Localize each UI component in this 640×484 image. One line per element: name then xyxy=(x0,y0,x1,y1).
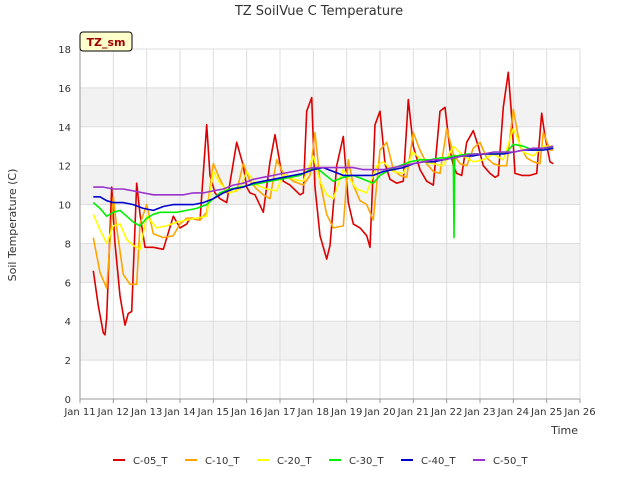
y-tick-label: 18 xyxy=(58,45,71,56)
x-tick-label: Jan 14 xyxy=(163,407,195,418)
x-tick-label: Jan 15 xyxy=(197,407,229,418)
series-line-c-20-t xyxy=(92,127,554,251)
legend-label: C-40_T xyxy=(421,456,456,467)
series-line-c-50-t xyxy=(93,145,554,196)
x-tick-label: Jan 22 xyxy=(430,407,462,418)
x-tick-label: Jan 25 xyxy=(530,407,562,418)
y-tick-label: 12 xyxy=(58,162,71,173)
plot-band xyxy=(80,360,580,399)
chart-title: TZ SoilVue C Temperature xyxy=(234,4,403,19)
x-tick-label: Jan 13 xyxy=(130,407,162,418)
legend-label: C-30_T xyxy=(349,456,384,467)
plot-band xyxy=(80,321,580,361)
y-tick-label: 2 xyxy=(65,356,71,367)
x-tick-label: Jan 21 xyxy=(397,407,429,418)
legend-label: C-05_T xyxy=(133,456,168,467)
plot-band xyxy=(80,282,580,322)
x-tick-label: Jan 17 xyxy=(263,407,295,418)
x-tick-label: Jan 24 xyxy=(497,407,529,418)
y-tick-label: 10 xyxy=(58,201,71,212)
y-axis-label: Soil Temperature (C) xyxy=(6,169,19,282)
series-lines xyxy=(92,71,554,336)
x-axis-label: Time xyxy=(550,424,578,437)
y-axis-ticks: 0 2 4 6 8 10 12 14 16 18 xyxy=(58,45,71,406)
badge-label: TZ_sm xyxy=(87,36,126,49)
plot-band xyxy=(80,87,580,127)
legend-label: C-50_T xyxy=(493,456,528,467)
series-line-c-10-t xyxy=(92,108,554,290)
x-axis-ticks: Jan 11 Jan 12 Jan 13 Jan 14 Jan 15 Jan 16 Jan … xyxy=(63,399,596,418)
x-tick-label: Jan 18 xyxy=(297,407,329,418)
y-tick-label: 4 xyxy=(65,317,71,328)
plot-band xyxy=(80,165,580,205)
y-tick-label: 14 xyxy=(58,123,71,134)
x-tick-label: Jan 19 xyxy=(330,407,362,418)
y-tick-label: 8 xyxy=(65,239,71,250)
x-tick-label: Jan 26 xyxy=(563,407,595,418)
series-line-c-30-t xyxy=(92,143,554,239)
axes xyxy=(79,49,580,400)
plot-band xyxy=(80,126,580,166)
plot-band xyxy=(80,243,580,283)
plot-band xyxy=(80,49,580,88)
badge-box xyxy=(79,31,133,52)
x-tick-label: Jan 11 xyxy=(63,407,95,418)
x-tick-label: Jan 16 xyxy=(230,407,262,418)
legend-label: C-10_T xyxy=(205,456,240,467)
x-tick-label: Jan 12 xyxy=(97,407,129,418)
y-tick-label: 0 xyxy=(65,395,71,406)
y-tick-label: 16 xyxy=(58,84,71,95)
legend: C-05_T C-10_T C-20_T C-30_T C-40_T C-50_T xyxy=(113,456,528,467)
x-tick-label: Jan 20 xyxy=(363,407,395,418)
series-line-c-05-t xyxy=(92,71,554,336)
plot-background xyxy=(80,49,580,399)
legend-label: C-20_T xyxy=(277,456,312,467)
series-line-c-40-t xyxy=(93,147,554,212)
y-tick-label: 6 xyxy=(65,278,71,289)
site-badge: TZ_sm xyxy=(79,31,133,52)
x-tick-label: Jan 23 xyxy=(463,407,495,418)
